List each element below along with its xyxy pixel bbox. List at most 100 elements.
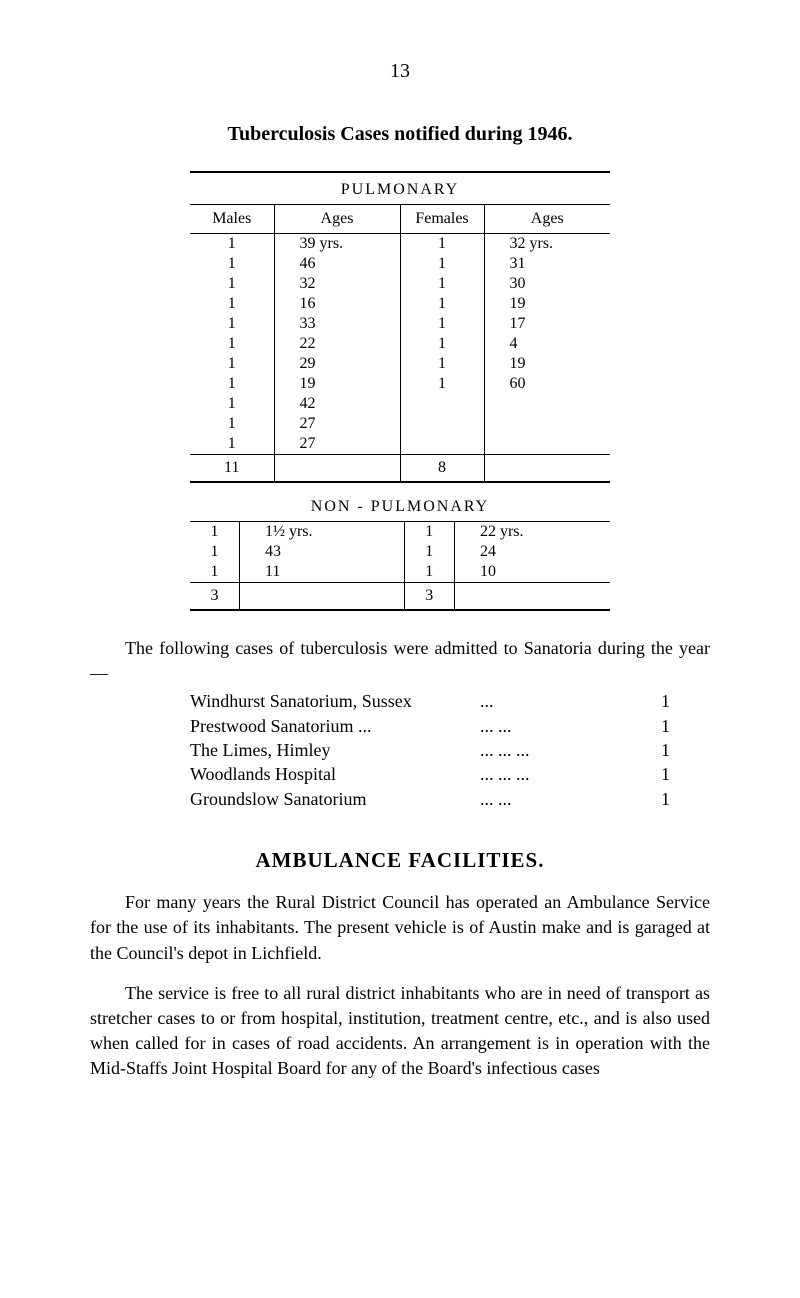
total-females: 8 <box>400 455 484 483</box>
paragraph-2: The service is free to all rural distric… <box>90 981 710 1082</box>
cell-males: 1 <box>190 314 274 334</box>
header-ages1: Ages <box>274 205 400 234</box>
cell-females: 1 <box>404 562 454 583</box>
list-item: Groundslow Sanatorium... ...1 <box>190 787 710 811</box>
sanatorium-name: Prestwood Sanatorium ... <box>190 714 480 738</box>
dots: ... ... ... <box>480 762 630 786</box>
table-row: 133117 <box>190 314 610 334</box>
table-row: 127 <box>190 434 610 455</box>
pulmonary-table: Males Ages Females Ages 139 yrs.132 yrs.… <box>190 205 610 483</box>
cell-females: 1 <box>404 522 454 542</box>
cell-males: 1 <box>190 414 274 434</box>
cell-ages2: 31 <box>484 254 610 274</box>
cell-females: 1 <box>400 374 484 394</box>
list-item: Prestwood Sanatorium ...... ...1 <box>190 714 710 738</box>
pulmonary-table-section: PULMONARY Males Ages Females Ages 139 yr… <box>190 171 610 483</box>
cell-males: 1 <box>190 562 239 583</box>
cell-ages2 <box>484 414 610 434</box>
cell-females: 1 <box>400 294 484 314</box>
sanatorium-count: 1 <box>630 689 710 713</box>
cell-ages2: 32 yrs. <box>484 234 610 255</box>
total-males: 11 <box>190 455 274 483</box>
sanatorium-name: The Limes, Himley <box>190 738 480 762</box>
table-row: 146131 <box>190 254 610 274</box>
table-row: 142 <box>190 394 610 414</box>
total-males-np: 3 <box>190 583 239 611</box>
cell-ages2: 10 <box>454 562 610 583</box>
sanatorium-count: 1 <box>630 787 710 811</box>
cell-females <box>400 414 484 434</box>
cell-females: 1 <box>400 274 484 294</box>
section-title: AMBULANCE FACILITIES. <box>90 846 710 875</box>
cell-males: 1 <box>190 374 274 394</box>
cell-ages1: 39 yrs. <box>274 234 400 255</box>
intro-paragraph: The following cases of tuberculosis were… <box>90 636 710 686</box>
cell-ages2: 22 yrs. <box>454 522 610 542</box>
cell-ages2 <box>484 434 610 455</box>
table-label-nonpulmonary: NON - PULMONARY <box>190 498 610 516</box>
cell-ages2 <box>484 394 610 414</box>
nonpulmonary-table-section: NON - PULMONARY 11½ yrs.122 yrs.14312411… <box>190 498 610 611</box>
table-row: 127 <box>190 414 610 434</box>
cell-ages1: 29 <box>274 354 400 374</box>
cell-ages1: 11 <box>239 562 404 583</box>
cell-males: 1 <box>190 354 274 374</box>
total-females-np: 3 <box>404 583 454 611</box>
cell-ages1: 22 <box>274 334 400 354</box>
cell-ages2: 30 <box>484 274 610 294</box>
cell-ages1: 46 <box>274 254 400 274</box>
cell-males: 1 <box>190 254 274 274</box>
table-row: 132130 <box>190 274 610 294</box>
table-row: 139 yrs.132 yrs. <box>190 234 610 255</box>
table-row: 119160 <box>190 374 610 394</box>
cell-ages2: 4 <box>484 334 610 354</box>
cell-ages1: 27 <box>274 434 400 455</box>
cell-females: 1 <box>400 254 484 274</box>
cell-males: 1 <box>190 522 239 542</box>
cell-ages1: 32 <box>274 274 400 294</box>
dots: ... <box>480 689 630 713</box>
sanatorium-name: Groundslow Sanatorium <box>190 787 480 811</box>
cell-males: 1 <box>190 294 274 314</box>
cell-ages1: 16 <box>274 294 400 314</box>
header-females: Females <box>400 205 484 234</box>
header-males: Males <box>190 205 274 234</box>
cell-males: 1 <box>190 542 239 562</box>
list-item: Woodlands Hospital... ... ...1 <box>190 762 710 786</box>
page-number: 13 <box>90 60 710 83</box>
cell-males: 1 <box>190 394 274 414</box>
table-row: 12214 <box>190 334 610 354</box>
cell-females: 1 <box>400 354 484 374</box>
sanatorium-name: Woodlands Hospital <box>190 762 480 786</box>
table-row: 129119 <box>190 354 610 374</box>
table-row: 143124 <box>190 542 610 562</box>
cell-ages1: 42 <box>274 394 400 414</box>
cell-males: 1 <box>190 334 274 354</box>
cell-ages1: 43 <box>239 542 404 562</box>
cell-ages1: 27 <box>274 414 400 434</box>
cell-ages2: 17 <box>484 314 610 334</box>
cell-females: 1 <box>404 542 454 562</box>
sanatorium-count: 1 <box>630 714 710 738</box>
cell-ages2: 24 <box>454 542 610 562</box>
cell-ages1: 1½ yrs. <box>239 522 404 542</box>
cell-ages2: 60 <box>484 374 610 394</box>
table-row: 111110 <box>190 562 610 583</box>
cell-males: 1 <box>190 234 274 255</box>
cell-females: 1 <box>400 314 484 334</box>
header-ages2: Ages <box>484 205 610 234</box>
list-item: Windhurst Sanatorium, Sussex...1 <box>190 689 710 713</box>
cell-females: 1 <box>400 234 484 255</box>
cell-ages1: 33 <box>274 314 400 334</box>
dots: ... ... ... <box>480 738 630 762</box>
document-title: Tuberculosis Cases notified during 1946. <box>90 123 710 146</box>
cell-ages1: 19 <box>274 374 400 394</box>
sanatorium-count: 1 <box>630 738 710 762</box>
sanatorium-list: Windhurst Sanatorium, Sussex...1Prestwoo… <box>190 689 710 810</box>
table-row: 11½ yrs.122 yrs. <box>190 522 610 542</box>
dots: ... ... <box>480 714 630 738</box>
sanatorium-name: Windhurst Sanatorium, Sussex <box>190 689 480 713</box>
cell-females <box>400 394 484 414</box>
nonpulmonary-table: 11½ yrs.122 yrs.143124111110 3 3 <box>190 522 610 611</box>
sanatorium-count: 1 <box>630 762 710 786</box>
